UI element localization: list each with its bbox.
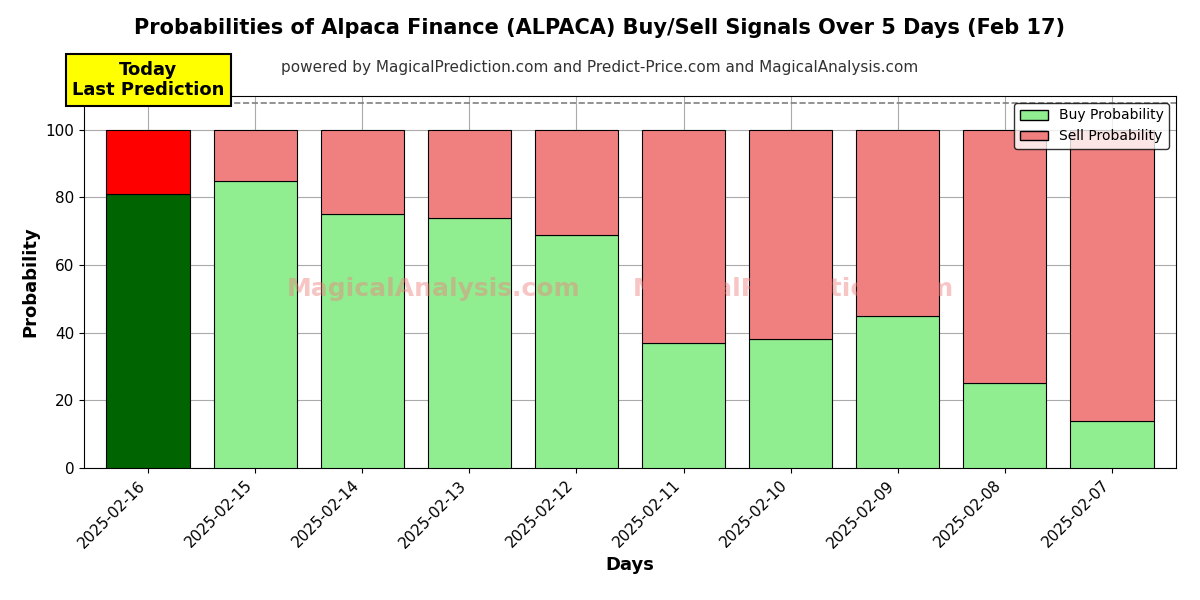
- Bar: [320, 130, 404, 214]
- X-axis label: Days: Days: [606, 556, 654, 574]
- Text: MagicalPrediction.com: MagicalPrediction.com: [634, 277, 954, 301]
- Bar: [1070, 421, 1153, 468]
- Y-axis label: Probability: Probability: [22, 227, 40, 337]
- Bar: [749, 130, 833, 340]
- Bar: [642, 343, 725, 468]
- Bar: [427, 130, 511, 218]
- Bar: [749, 340, 833, 468]
- Bar: [535, 130, 618, 235]
- Bar: [962, 383, 1046, 468]
- Bar: [856, 316, 940, 468]
- Bar: [214, 130, 298, 181]
- Bar: [320, 214, 404, 468]
- Text: MagicalAnalysis.com: MagicalAnalysis.com: [287, 277, 581, 301]
- Text: powered by MagicalPrediction.com and Predict-Price.com and MagicalAnalysis.com: powered by MagicalPrediction.com and Pre…: [281, 60, 919, 75]
- Bar: [535, 235, 618, 468]
- Bar: [107, 130, 190, 194]
- Bar: [856, 130, 940, 316]
- Bar: [214, 181, 298, 468]
- Text: Today
Last Prediction: Today Last Prediction: [72, 61, 224, 100]
- Bar: [1070, 130, 1153, 421]
- Bar: [962, 130, 1046, 383]
- Bar: [427, 218, 511, 468]
- Bar: [107, 194, 190, 468]
- Bar: [642, 130, 725, 343]
- Legend: Buy Probability, Sell Probability: Buy Probability, Sell Probability: [1014, 103, 1169, 149]
- Text: Probabilities of Alpaca Finance (ALPACA) Buy/Sell Signals Over 5 Days (Feb 17): Probabilities of Alpaca Finance (ALPACA)…: [134, 18, 1066, 38]
